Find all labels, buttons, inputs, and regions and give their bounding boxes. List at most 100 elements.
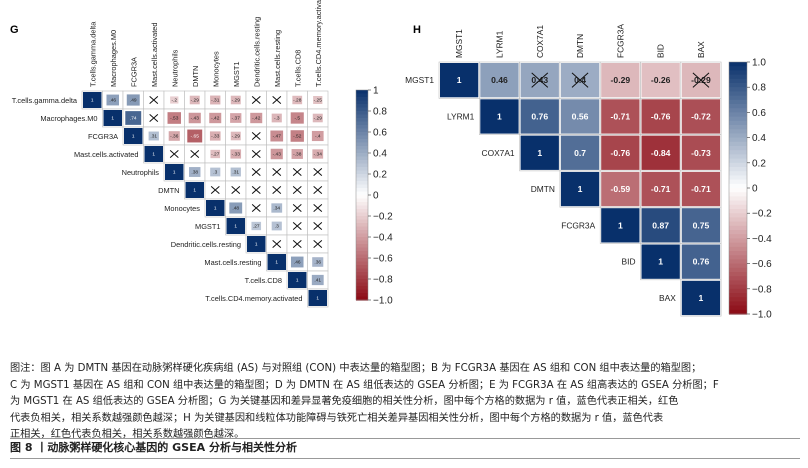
colorbar-segment: [356, 100, 368, 105]
colorbar-segment: [356, 216, 368, 221]
colorbar-segment: [729, 196, 747, 202]
column-label: Monocytes: [211, 51, 220, 87]
correlation-square: [480, 63, 519, 98]
correlation-square: [124, 128, 143, 144]
value-label: -.29: [314, 116, 323, 122]
correlation-square: [209, 112, 222, 124]
correlation-square: [125, 111, 142, 125]
colorbar-tick-label: 0: [752, 184, 758, 195]
value-label: -.65: [191, 134, 200, 140]
colorbar-segment: [729, 83, 747, 88]
non-significant-cross: [190, 150, 200, 158]
colorbar-segment: [729, 74, 747, 80]
non-significant-cross: [251, 186, 261, 194]
non-significant-cross: [272, 240, 282, 248]
value-label: -.29: [191, 98, 200, 104]
colorbar-segment: [729, 288, 747, 294]
value-label: -0.76: [611, 148, 631, 158]
correlation-square: [206, 200, 225, 216]
correlation-square: [210, 149, 221, 159]
correlation-square: [230, 131, 241, 141]
column-label: DMTN: [191, 66, 200, 87]
value-label: 1: [173, 170, 176, 176]
row-label: Macrophages.M0: [40, 114, 97, 123]
non-significant-cross: [292, 222, 302, 230]
value-label: 0.76: [531, 112, 548, 122]
non-significant-cross: [292, 168, 302, 176]
colorbar-segment: [729, 95, 747, 101]
non-significant-cross: [251, 132, 261, 140]
correlation-square: [601, 208, 640, 243]
value-label: -.47: [273, 134, 282, 140]
colorbar-segment: [729, 62, 747, 67]
colorbar-segment: [729, 251, 747, 256]
colorbar-segment: [356, 230, 368, 235]
column-label: FCGR3A: [129, 57, 138, 87]
correlation-square: [312, 113, 323, 123]
correlation-square: [311, 274, 324, 286]
correlation-square: [440, 63, 479, 98]
colorbar-segment: [729, 175, 747, 181]
correlation-square: [290, 112, 304, 124]
value-label: .46: [109, 98, 116, 104]
value-label: .31: [150, 134, 157, 140]
colorbar-segment: [356, 156, 368, 161]
column-label: T.cells.gamma.delta: [88, 21, 97, 87]
row-label: T.cells.gamma.delta: [12, 96, 78, 105]
correlation-square: [209, 131, 221, 141]
correlation-square: [229, 202, 243, 214]
colorbar-segment: [356, 296, 368, 301]
colorbar-segment: [729, 272, 747, 277]
colorbar-segment: [729, 70, 747, 76]
value-label: .3: [275, 224, 279, 230]
column-label: Neutrophils: [170, 49, 179, 87]
colorbar-segment: [356, 184, 368, 189]
caption-line: 代表负相关，相关系数越强颜色越深；H 为关键基因和线粒体功能障碍与铁死亡相关差异…: [10, 412, 664, 424]
colorbar-segment: [356, 251, 368, 256]
colorbar-tick-label: −0.6: [373, 254, 393, 265]
colorbar-segment: [356, 114, 368, 119]
value-label: -0.26: [651, 75, 671, 85]
colorbar-segment: [729, 242, 747, 248]
correlation-square: [312, 257, 324, 267]
correlation-square: [292, 95, 303, 105]
colorbar-tick-label: 0.8: [752, 83, 766, 94]
row-label: FCGR3A: [561, 220, 595, 230]
colorbar-segment: [729, 188, 747, 193]
colorbar-segment: [729, 234, 747, 239]
caption-divider-bottom: [10, 458, 800, 459]
colorbar-segment: [356, 195, 368, 200]
colorbar-segment: [729, 309, 747, 315]
colorbar-segment: [356, 139, 368, 144]
column-label: Mast.cells.resting: [273, 30, 282, 87]
correlation-square: [210, 167, 221, 177]
correlation-square: [681, 208, 721, 243]
correlation-square: [681, 135, 721, 170]
row-label: DMTN: [531, 184, 555, 194]
colorbar-segment: [729, 87, 747, 92]
value-label: -0.73: [691, 148, 711, 158]
correlation-square: [251, 221, 262, 231]
non-significant-cross: [272, 168, 282, 176]
colorbar-segment: [356, 272, 368, 277]
correlation-square: [641, 244, 680, 279]
correlation-square: [187, 129, 203, 143]
correlation-square: [681, 280, 721, 316]
colorbar-segment: [729, 141, 747, 147]
non-significant-cross: [292, 186, 302, 194]
colorbar-tick-label: 0.6: [752, 108, 766, 119]
value-label: -0.72: [691, 112, 711, 122]
non-significant-cross: [313, 168, 323, 176]
colorbar-segment: [356, 275, 368, 280]
correlation-square: [189, 167, 201, 177]
correlation-square: [681, 171, 721, 207]
value-label: -.2: [171, 98, 177, 104]
non-significant-cross: [251, 96, 261, 104]
colorbar-segment: [356, 118, 368, 123]
value-label: -.5: [294, 116, 300, 122]
value-label: 1: [193, 188, 196, 194]
column-label: MGST1: [232, 62, 241, 87]
value-label: 0.75: [693, 220, 710, 230]
colorbar-tick-label: 0.8: [373, 107, 387, 118]
value-label: 1: [457, 75, 462, 85]
